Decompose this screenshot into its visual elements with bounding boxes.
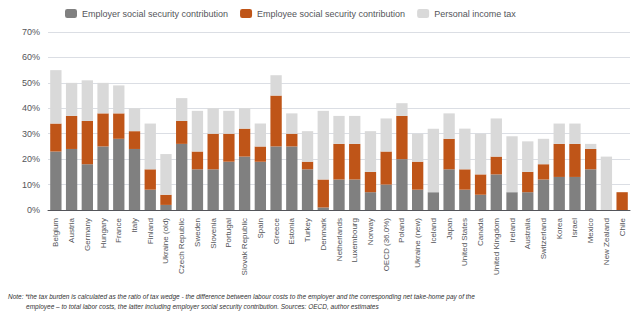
svg-text:Finland: Finland bbox=[146, 218, 155, 244]
svg-text:Spain: Spain bbox=[256, 218, 265, 238]
svg-text:Ukraine (old): Ukraine (old) bbox=[161, 218, 170, 264]
svg-text:Ukraine (new): Ukraine (new) bbox=[413, 218, 422, 268]
svg-text:0%: 0% bbox=[27, 205, 40, 215]
svg-text:Mexico: Mexico bbox=[586, 217, 595, 243]
svg-text:Turkey: Turkey bbox=[303, 218, 312, 242]
svg-text:Belgium: Belgium bbox=[51, 218, 60, 247]
svg-text:Austria: Austria bbox=[67, 217, 76, 242]
svg-text:Israel: Israel bbox=[570, 218, 579, 238]
svg-text:United Kingdom: United Kingdom bbox=[492, 218, 501, 275]
svg-text:Korea: Korea bbox=[555, 217, 564, 239]
svg-text:Sweden: Sweden bbox=[193, 218, 202, 247]
svg-text:Employee social security contr: Employee social security contribution bbox=[257, 9, 405, 19]
svg-text:40%: 40% bbox=[22, 103, 40, 113]
svg-text:OECD (36.0%): OECD (36.0%) bbox=[382, 218, 391, 272]
svg-text:Chile: Chile bbox=[618, 217, 627, 236]
svg-text:Australia: Australia bbox=[523, 217, 532, 249]
svg-text:Note: *the tax burden is calcu: Note: *the tax burden is calculated as t… bbox=[8, 293, 475, 301]
svg-text:60%: 60% bbox=[22, 52, 40, 62]
svg-text:Switzerland: Switzerland bbox=[539, 218, 548, 259]
svg-text:United States: United States bbox=[460, 218, 469, 266]
svg-text:Ireland: Ireland bbox=[508, 218, 517, 242]
svg-text:New Zealand: New Zealand bbox=[602, 218, 611, 265]
svg-text:Denmark: Denmark bbox=[319, 217, 328, 250]
svg-text:Italy: Italy bbox=[130, 218, 139, 233]
svg-text:Iceland: Iceland bbox=[429, 218, 438, 244]
svg-text:Slovenia: Slovenia bbox=[209, 217, 218, 248]
svg-text:Germany: Germany bbox=[83, 218, 92, 251]
svg-text:70%: 70% bbox=[22, 27, 40, 37]
svg-text:10%: 10% bbox=[22, 180, 40, 190]
svg-text:Canada: Canada bbox=[476, 217, 485, 246]
svg-text:Estonia: Estonia bbox=[287, 217, 296, 244]
svg-text:Netherlands: Netherlands bbox=[335, 218, 344, 261]
svg-text:Norway: Norway bbox=[366, 218, 375, 245]
svg-text:Portugal: Portugal bbox=[224, 218, 233, 248]
svg-text:Slovak Republic: Slovak Republic bbox=[240, 218, 249, 275]
svg-text:Luxembourg: Luxembourg bbox=[350, 218, 359, 262]
svg-text:20%: 20% bbox=[22, 154, 40, 164]
svg-text:Hungary: Hungary bbox=[99, 218, 108, 248]
svg-text:Poland: Poland bbox=[397, 218, 406, 243]
svg-text:50%: 50% bbox=[22, 78, 40, 88]
svg-text:employee – to total labor cost: employee – to total labor costs, the lat… bbox=[8, 303, 379, 311]
svg-text:30%: 30% bbox=[22, 129, 40, 139]
svg-text:Japan: Japan bbox=[445, 218, 454, 240]
svg-text:Greece: Greece bbox=[272, 217, 281, 244]
svg-text:France: France bbox=[114, 217, 123, 242]
svg-text:Czech Republic: Czech Republic bbox=[177, 218, 186, 274]
svg-text:Employer social security contr: Employer social security contribution bbox=[82, 9, 228, 19]
svg-text:Personal income tax: Personal income tax bbox=[434, 9, 516, 19]
